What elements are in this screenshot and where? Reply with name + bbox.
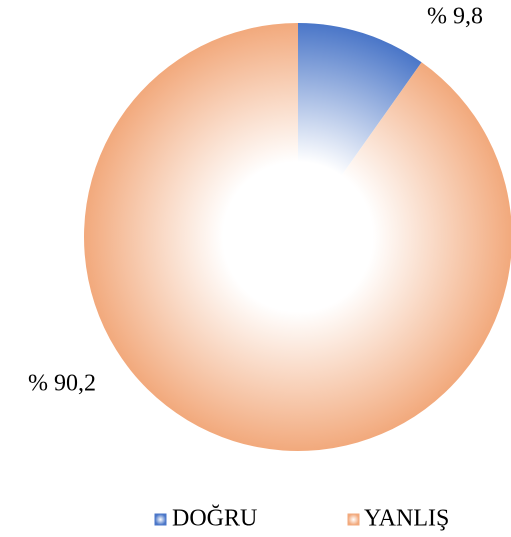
data-label: % 9,8 — [427, 4, 483, 30]
pie-slice — [84, 23, 511, 451]
legend-label: DOĞRU — [172, 506, 257, 532]
legend-swatch — [347, 513, 360, 526]
legend-label: YANLIŞ — [364, 506, 449, 532]
pie-slice — [298, 23, 422, 237]
legend-swatch — [154, 513, 167, 526]
data-label: % 90,2 — [28, 371, 96, 397]
